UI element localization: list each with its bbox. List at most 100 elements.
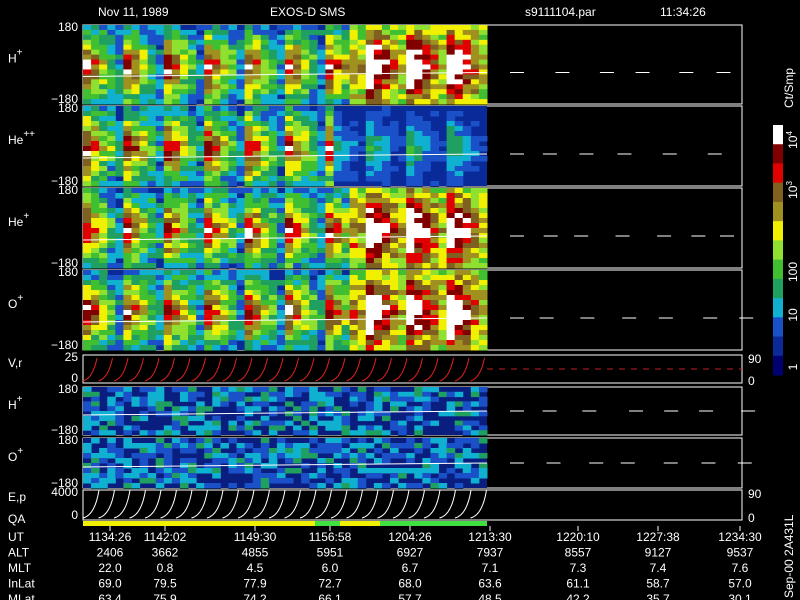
cell [373, 146, 383, 152]
cell [220, 54, 229, 61]
cell [341, 258, 351, 264]
cell [91, 126, 100, 132]
cell [228, 203, 238, 209]
cell [268, 64, 278, 70]
cell [268, 448, 278, 454]
cell [260, 39, 270, 46]
cell [115, 94, 124, 100]
cell [373, 171, 383, 177]
cell [188, 146, 197, 152]
cell [252, 49, 262, 56]
cell [470, 300, 480, 306]
colorbar-label: 104 [785, 131, 800, 149]
cell [357, 94, 367, 100]
cell [293, 208, 302, 214]
cell [91, 478, 100, 484]
cell [454, 166, 464, 172]
cell [381, 243, 391, 249]
cell [228, 340, 238, 346]
cell [155, 176, 165, 182]
cell [107, 176, 116, 182]
cell [293, 121, 302, 127]
cell [373, 320, 383, 326]
cell [365, 34, 375, 41]
cell [83, 213, 92, 219]
cell [212, 430, 221, 436]
cell [285, 151, 294, 157]
cell [196, 203, 205, 209]
cell [188, 223, 197, 229]
cell [204, 325, 213, 331]
cell [349, 463, 359, 469]
cell [301, 121, 310, 127]
colorbar-cell [773, 221, 783, 241]
cell [91, 208, 100, 214]
cell [99, 54, 108, 61]
cell [260, 325, 270, 331]
cell [365, 126, 375, 132]
cell [422, 396, 431, 402]
cell [244, 387, 254, 393]
cell [115, 54, 124, 61]
cell [422, 473, 431, 479]
cell [252, 223, 262, 229]
cell: 63.4 [98, 592, 122, 600]
cell [430, 136, 440, 142]
cell [268, 94, 278, 100]
cell [236, 141, 246, 147]
cell [333, 228, 343, 234]
cell [115, 387, 124, 393]
cell [357, 453, 367, 459]
cell [228, 310, 238, 316]
cell [155, 275, 165, 281]
cell [446, 59, 456, 65]
cell [115, 285, 124, 291]
ramp [113, 357, 129, 382]
cell [285, 146, 294, 152]
cell [293, 25, 302, 31]
cell [357, 325, 367, 331]
cell [91, 258, 100, 264]
cell [196, 146, 205, 152]
cell [115, 401, 124, 407]
cell [131, 188, 141, 194]
cell [212, 243, 221, 249]
cell [349, 176, 359, 182]
cell [212, 208, 221, 214]
cell [333, 391, 343, 398]
cell [171, 131, 181, 137]
cell [228, 69, 238, 75]
cell [325, 458, 334, 464]
cell [309, 300, 318, 306]
cell [123, 203, 132, 209]
colorbar-label: 100 [786, 262, 800, 282]
cell [470, 335, 480, 341]
cell: 48.5 [478, 592, 502, 600]
cell [99, 111, 108, 117]
cell [357, 438, 367, 444]
cell [196, 285, 205, 291]
cell [381, 69, 391, 75]
cell [131, 315, 141, 321]
cell [83, 285, 92, 291]
cell [349, 121, 359, 127]
cell [196, 89, 205, 95]
cell [179, 106, 189, 112]
cell [373, 161, 383, 167]
cell [91, 335, 100, 341]
cell [309, 483, 318, 489]
cell [268, 188, 278, 194]
cell [422, 69, 431, 75]
cell [188, 136, 197, 142]
cell [236, 243, 246, 249]
cell [357, 263, 367, 269]
axis-bottom: −180 [51, 92, 78, 106]
cell [390, 295, 399, 301]
cell [252, 401, 262, 407]
cell [309, 290, 318, 296]
cell [260, 25, 270, 31]
cell [406, 325, 415, 331]
cell [285, 171, 294, 177]
cell [430, 387, 440, 393]
cell [341, 69, 351, 75]
